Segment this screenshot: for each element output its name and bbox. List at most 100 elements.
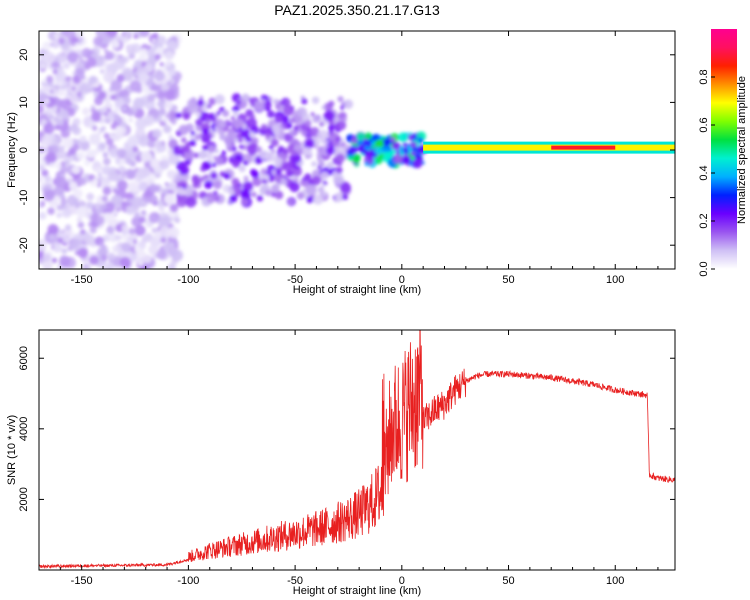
heatmap-cell-698 <box>113 113 120 120</box>
heatmap-cell-1065 <box>243 160 249 166</box>
heatmap-cell-724 <box>164 89 176 101</box>
heatmap-cell-1031 <box>214 148 219 154</box>
heatmap-cell-1367 <box>197 99 205 107</box>
heatmap-cell-1387 <box>340 182 351 194</box>
heatmap-cell-461 <box>99 126 106 133</box>
heatmap-cell-1534 <box>386 151 393 159</box>
heatmap-cell-688 <box>152 82 162 92</box>
heatmap-cell-448 <box>138 216 146 224</box>
spectrogram-heatmap <box>39 31 675 269</box>
heatmap-cell-880 <box>80 229 86 235</box>
heatmap-cell-1187 <box>319 161 326 168</box>
heatmap-cell-1278 <box>198 150 208 160</box>
heatmap-cell-361 <box>117 180 128 191</box>
heatmap-cell-1250 <box>333 174 344 185</box>
heatmap-cell-311 <box>148 212 160 224</box>
heatmap-cell-1010 <box>221 150 227 156</box>
heatmap-cell-1323 <box>311 161 317 167</box>
x-tick-label-4: 50 <box>502 274 514 286</box>
heatmap-cell-1303 <box>274 157 283 166</box>
heatmap-cell-1352 <box>304 119 312 127</box>
heatmap-cell-1372 <box>175 112 182 119</box>
heatmap-cell-1236 <box>238 165 246 173</box>
heatmap-cell-1350 <box>320 171 329 180</box>
heatmap-cell-604 <box>72 71 77 76</box>
heatmap-cell-761 <box>40 64 45 69</box>
heatmap-cell-1238 <box>287 198 294 205</box>
heatmap-cell-1115 <box>314 142 319 147</box>
heatmap-cell-673 <box>121 201 127 207</box>
heatmap-cell-665 <box>128 227 136 235</box>
y-tick-label-0: 2000 <box>18 487 30 511</box>
heatmap-cell-1528 <box>352 157 360 164</box>
heatmap-cell-175 <box>39 152 44 161</box>
heatmap-cell-672 <box>164 182 169 187</box>
heatmap-cell-493 <box>109 147 120 158</box>
heatmap-cell-793 <box>102 73 109 79</box>
heatmap-cell-768 <box>47 224 59 235</box>
heatmap-cell-141 <box>134 212 141 219</box>
heatmap-cell-825 <box>39 104 45 114</box>
heatmap-cell-308 <box>144 222 150 227</box>
heatmap-cell-405 <box>166 80 172 86</box>
colorbar-tick-label-3: 0.6 <box>698 117 710 132</box>
heatmap-cell-861 <box>156 141 163 148</box>
heatmap-cell-595 <box>63 62 70 70</box>
heatmap-cell-1223 <box>231 107 237 112</box>
heatmap-cell-831 <box>84 63 91 70</box>
heatmap-cell-723 <box>124 31 131 36</box>
heatmap-cell-1378 <box>269 178 274 183</box>
heatmap-cell-760 <box>99 43 104 48</box>
heatmap-cell-748 <box>106 261 114 269</box>
heatmap-cell-1221 <box>245 135 253 143</box>
heatmap-cell-718 <box>39 141 47 149</box>
heatmap-cell-1326 <box>225 132 237 144</box>
heatmap-cell-1386 <box>271 149 276 154</box>
heatmap-cell-667 <box>92 125 98 131</box>
heatmap-cell-1328 <box>271 169 278 176</box>
heatmap-cell-548 <box>112 188 118 193</box>
heatmap-cell-676 <box>66 107 76 117</box>
heatmap-cell-1325 <box>206 196 214 204</box>
heatmap-cell-816 <box>134 245 142 253</box>
heatmap-cell-632 <box>150 158 160 168</box>
heatmap-cell-814 <box>72 143 80 151</box>
heatmap-cell-991 <box>274 190 284 200</box>
heatmap-cell-1021 <box>208 97 216 106</box>
heatmap-cell-533 <box>56 212 62 219</box>
heatmap-cell-1351 <box>233 118 244 130</box>
heatmap-cell-726 <box>77 61 84 69</box>
heatmap-cell-1391 <box>176 186 186 196</box>
heatmap-cell-800 <box>89 255 99 265</box>
heatmap-cell-1284 <box>317 165 322 170</box>
heatmap-cell-1277 <box>274 114 283 124</box>
x-tick-label-5: 100 <box>606 575 624 587</box>
heatmap-cell-623 <box>52 243 63 253</box>
heatmap-cell-178 <box>89 226 97 234</box>
heatmap-cell-1300 <box>271 124 281 133</box>
heatmap-cell-1393 <box>335 153 345 163</box>
heatmap-cell-707 <box>92 149 99 156</box>
heatmap-cell-668 <box>79 177 87 186</box>
heatmap-cell-293 <box>110 123 118 130</box>
heatmap-cell-1109 <box>328 100 335 107</box>
heatmap-cell-558 <box>162 188 168 195</box>
heatmap-cell-1147 <box>333 146 340 153</box>
heatmap-cell-122 <box>39 175 44 183</box>
heatmap-cell-669 <box>102 151 109 158</box>
heatmap-cell-1370 <box>241 198 249 206</box>
heatmap-cell-1362 <box>187 98 198 110</box>
heatmap-cell-1279 <box>326 146 335 155</box>
heatmap-cell-865 <box>149 73 155 80</box>
heatmap-cell-824 <box>168 68 177 77</box>
heatmap-cell-1369 <box>268 145 274 150</box>
heatmap-cell-795 <box>66 177 73 183</box>
heatmap-cell-635 <box>44 175 52 183</box>
heatmap-cell-1394 <box>256 195 264 202</box>
heatmap-cell-767 <box>42 259 53 269</box>
heatmap-cell-1342 <box>305 184 317 195</box>
heatmap-cell-1399 <box>233 137 239 143</box>
heatmap-cell-867 <box>106 226 115 235</box>
heatmap-cell-828 <box>56 237 64 244</box>
heatmap-cell-886 <box>73 188 83 199</box>
